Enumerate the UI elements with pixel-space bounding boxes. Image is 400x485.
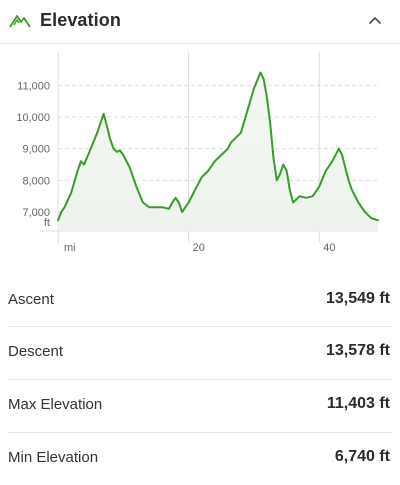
mountain-icon [9, 15, 31, 28]
stat-row-descent: Descent 13,578 ft [0, 327, 400, 379]
stat-label: Min Elevation [8, 449, 99, 466]
x-tick-label: 40 [323, 242, 335, 254]
stat-row-min-elevation: Min Elevation 6,740 ft [0, 433, 400, 485]
section-title: Elevation [40, 10, 121, 30]
elevation-area [58, 72, 378, 231]
stat-row-ascent: Ascent 13,549 ft [0, 275, 400, 327]
stat-value: 11,403 ft [326, 395, 390, 412]
divider [8, 432, 392, 433]
y-tick-label: 10,000 [16, 112, 50, 124]
stat-label: Max Elevation [8, 396, 103, 413]
elevation-line [57, 71, 379, 222]
x-axis-unit-label: mi [64, 242, 76, 254]
divider [8, 379, 392, 380]
y-tick-label: 9,000 [22, 144, 50, 156]
divider [8, 326, 392, 327]
stat-value: 6,740 ft [334, 448, 390, 465]
y-tick-label: 11,000 [17, 80, 50, 92]
elevation-chart-svg: 7,000 8,000 9,000 10,000 11,000 20 40 ft mi [16, 52, 379, 254]
stat-value: 13,549 ft [325, 290, 390, 307]
elevation-chart: 7,000 8,000 9,000 10,000 11,000 20 40 ft mi [0, 44, 400, 264]
y-tick-label: 8,000 [22, 175, 50, 187]
y-axis-unit-label: ft [44, 217, 50, 229]
stat-row-max-elevation: Max Elevation 11,403 ft [0, 380, 400, 432]
y-tick-label: 7,000 [22, 207, 50, 219]
chevron-up-icon[interactable] [366, 14, 384, 28]
stat-label: Descent [8, 343, 64, 360]
stat-value: 13,578 ft [325, 342, 390, 359]
stat-label: Ascent [8, 291, 54, 308]
elevation-header[interactable]: Elevation [0, 0, 400, 44]
x-tick-label: 20 [193, 242, 205, 254]
